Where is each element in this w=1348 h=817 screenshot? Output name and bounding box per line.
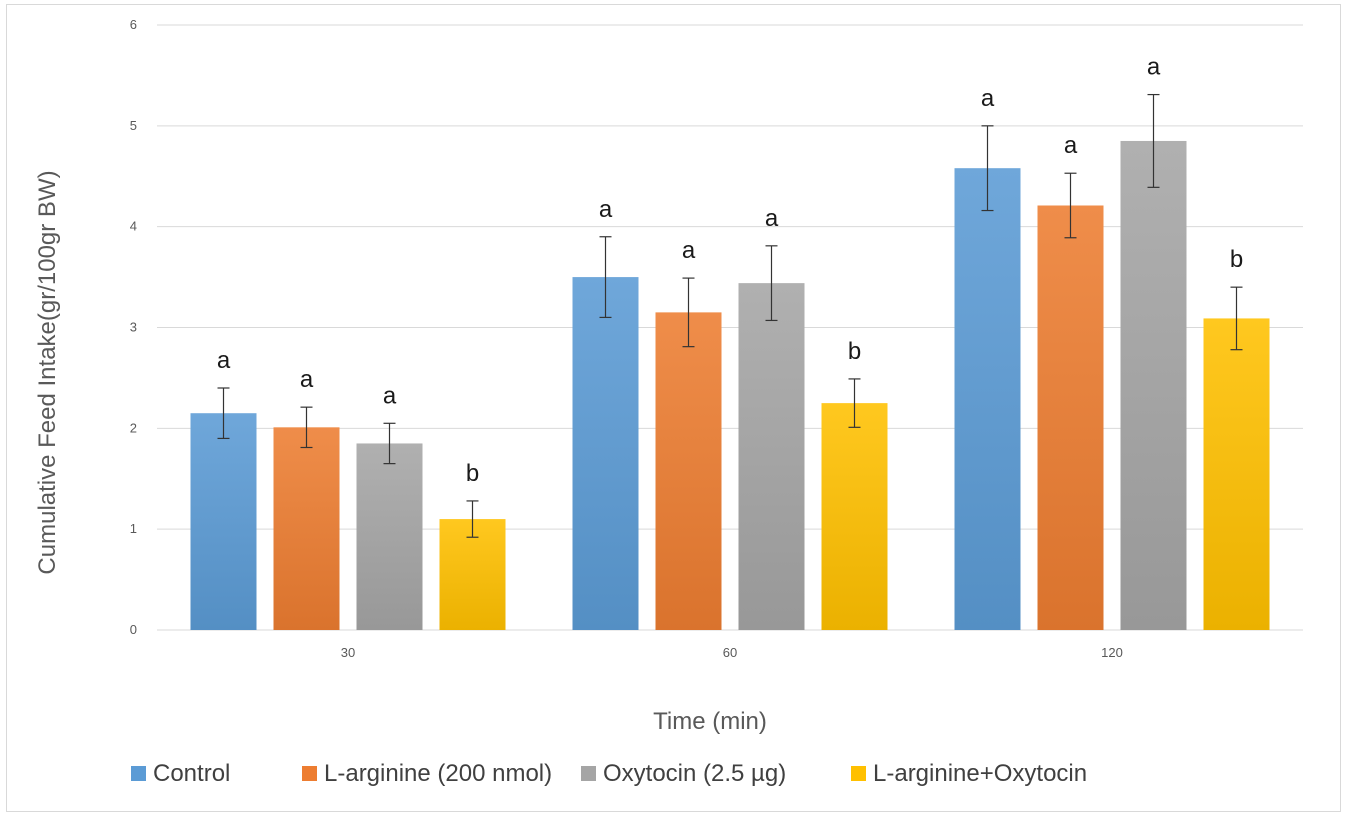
significance-label: a bbox=[300, 366, 314, 393]
significance-label: a bbox=[599, 196, 613, 223]
legend-item: Oxytocin (2.5 µg) bbox=[581, 760, 786, 787]
legend-item: L-arginine+Oxytocin bbox=[851, 760, 1087, 787]
significance-label: b bbox=[1230, 246, 1243, 273]
bars bbox=[190, 140, 1270, 631]
bar bbox=[954, 168, 1021, 630]
legend-swatch bbox=[131, 766, 146, 781]
legend: Control L-arginine (200 nmol) Oxytocin (2.… bbox=[131, 760, 1087, 787]
y-tick-label: 2 bbox=[130, 420, 137, 435]
bar bbox=[572, 277, 639, 630]
bar bbox=[356, 443, 423, 630]
y-tick-label: 5 bbox=[130, 118, 137, 133]
bar bbox=[273, 427, 340, 630]
chart-svg: a a a b a a a b a a a b 0 1 2 3 4 5 6 30 60 120 Cumulative Fe… bbox=[34, 17, 1303, 787]
bar bbox=[1037, 205, 1104, 630]
bar bbox=[1203, 318, 1270, 630]
legend-label: Oxytocin (2.5 µg) bbox=[603, 760, 786, 787]
chart-frame: a a a b a a a b a a a b 0 1 2 3 4 5 6 30 60 120 Cumulative Fe… bbox=[6, 4, 1341, 812]
significance-label: a bbox=[383, 382, 397, 409]
error-bars bbox=[217, 93, 1243, 538]
significance-label: a bbox=[1147, 54, 1161, 81]
bar bbox=[821, 403, 888, 630]
x-tick-label: 30 bbox=[341, 645, 355, 660]
y-tick-label: 3 bbox=[130, 320, 137, 335]
x-tick-label: 60 bbox=[723, 645, 737, 660]
axes: 0 1 2 3 4 5 6 30 60 120 Cumulative Feed Intake(gr/… bbox=[34, 17, 1123, 735]
gridlines bbox=[157, 24, 1303, 631]
x-tick-label: 120 bbox=[1101, 645, 1123, 660]
legend-label: L-arginine+Oxytocin bbox=[873, 760, 1087, 787]
bar bbox=[190, 413, 257, 630]
legend-label: Control bbox=[153, 760, 230, 787]
bar bbox=[655, 312, 722, 630]
y-tick-label: 1 bbox=[130, 521, 137, 536]
legend-swatch bbox=[581, 766, 596, 781]
significance-label: a bbox=[217, 347, 231, 374]
significance-label: a bbox=[765, 205, 779, 232]
bar bbox=[1120, 140, 1187, 631]
significance-label: a bbox=[682, 237, 696, 264]
legend-swatch bbox=[302, 766, 317, 781]
significance-label: a bbox=[1064, 132, 1078, 159]
significance-labels: a a a b a a a b a a a b bbox=[217, 54, 1243, 487]
bar bbox=[738, 283, 805, 630]
significance-label: b bbox=[848, 338, 861, 365]
y-axis-title: Cumulative Feed Intake(gr/100gr BW) bbox=[34, 170, 61, 574]
legend-swatch bbox=[851, 766, 866, 781]
y-tick-label: 6 bbox=[130, 17, 137, 32]
y-tick-label: 4 bbox=[130, 219, 137, 234]
legend-label: L-arginine (200 nmol) bbox=[324, 760, 552, 787]
significance-label: b bbox=[466, 460, 479, 487]
legend-item: Control bbox=[131, 760, 230, 787]
legend-item: L-arginine (200 nmol) bbox=[302, 760, 552, 787]
y-tick-label: 0 bbox=[130, 622, 137, 637]
x-axis-title: Time (min) bbox=[653, 708, 767, 735]
significance-label: a bbox=[981, 85, 995, 112]
